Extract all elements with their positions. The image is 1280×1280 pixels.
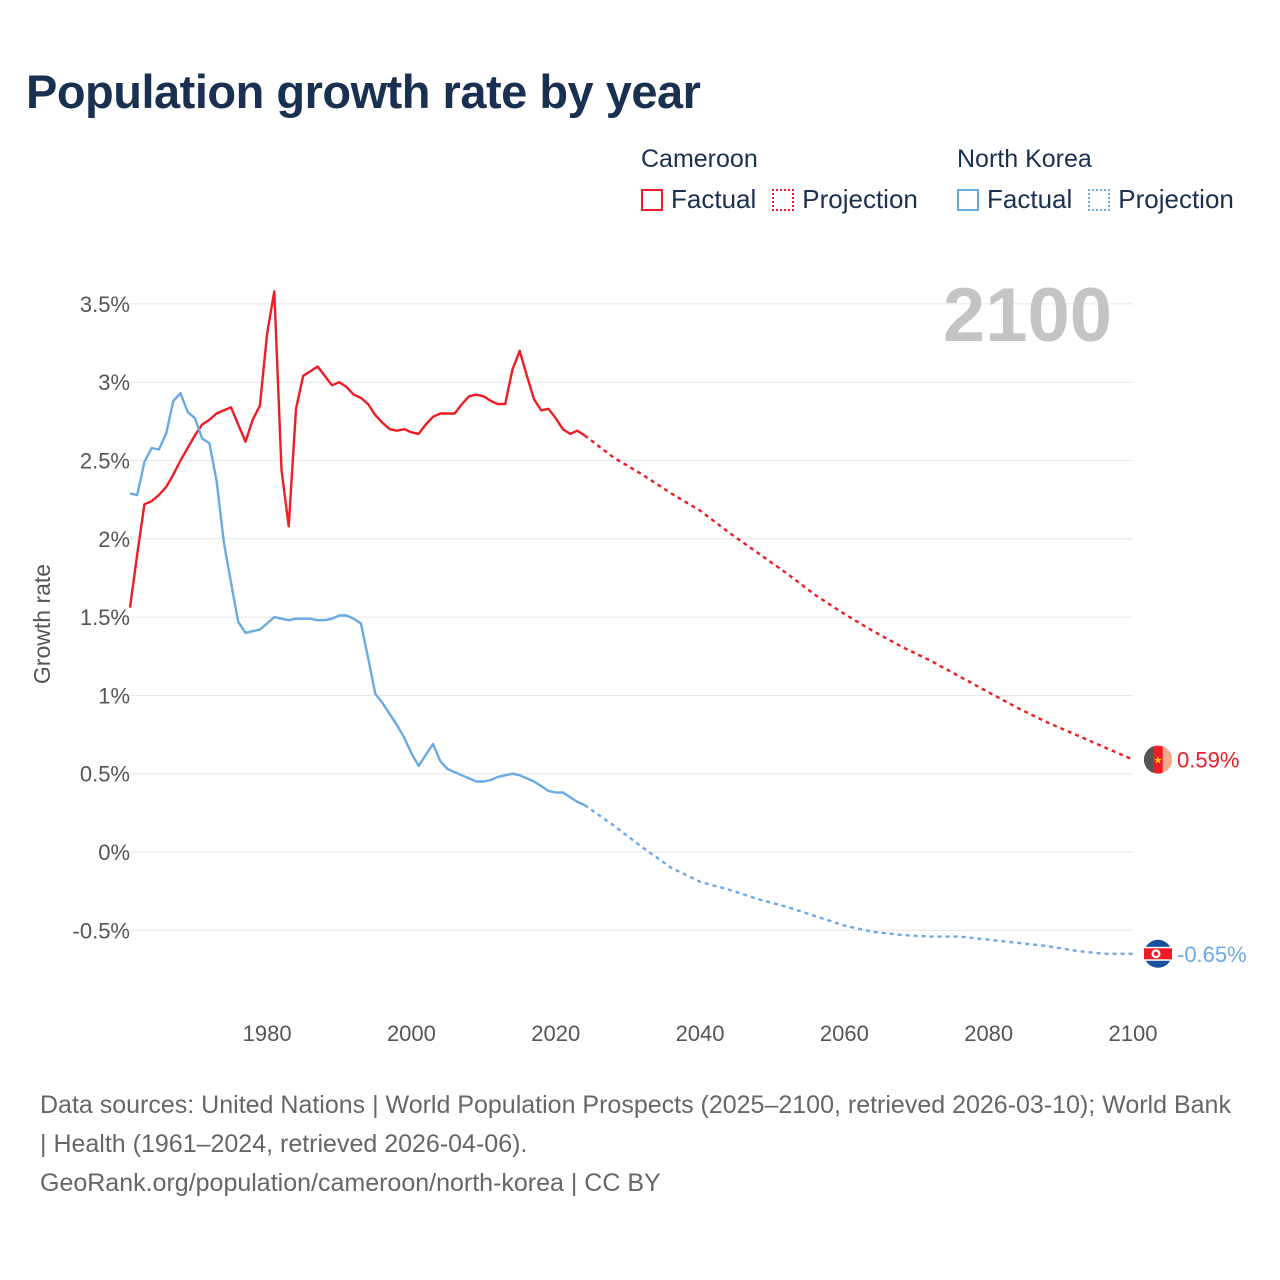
x-tick-label: 1980 — [243, 1021, 292, 1046]
legend-item-factual[interactable]: Factual — [957, 184, 1072, 215]
legend-item-projection[interactable]: Projection — [772, 184, 918, 215]
legend-label: Factual — [987, 184, 1073, 214]
legend-swatch — [957, 188, 979, 211]
projection-line-cameroon — [583, 434, 1134, 761]
factual-line-cameroon — [128, 290, 586, 608]
series-north-korea — [129, 392, 1133, 955]
end-value-label-north-korea: -0.65% — [1177, 942, 1247, 967]
end-value-label-cameroon: 0.59% — [1177, 748, 1239, 773]
y-tick-label: 3% — [98, 370, 130, 395]
legend-swatch — [641, 188, 663, 211]
flag-icon-cameroon: ★ — [1143, 745, 1173, 774]
legend-swatch — [772, 188, 795, 211]
x-tick-label: 2020 — [531, 1021, 580, 1046]
x-tick-label: 2080 — [964, 1021, 1013, 1046]
y-axis-label: Growth rate — [29, 564, 55, 684]
series — [128, 290, 1134, 955]
data-sources-note: Data sources: United Nations | World Pop… — [40, 1091, 1231, 1158]
gridlines — [130, 303, 1133, 931]
flag-stripe — [1143, 746, 1154, 773]
attribution-link[interactable]: GeoRank.org/population/cameroon/north-ko… — [40, 1169, 661, 1197]
projection-line-north-korea — [583, 804, 1133, 955]
y-tick-label: 2.5% — [80, 449, 130, 474]
x-tick-label: 2100 — [1109, 1021, 1158, 1046]
x-tick-label: 2060 — [820, 1021, 869, 1046]
x-axis-ticks: 1980 2000 2020 2040 2060 2080 2100 — [243, 1021, 1158, 1046]
y-tick-label: -0.5% — [73, 918, 130, 943]
y-tick-label: 1% — [98, 683, 130, 708]
series-cameroon — [128, 290, 1134, 761]
legend-swatch — [1088, 188, 1111, 211]
legend-item-projection[interactable]: Projection — [1088, 184, 1234, 215]
series-endpoints: ★ 0.59% -0.65% — [1143, 745, 1247, 968]
line-chart: 2100 -0.5% 0% 0.5% 1% 1.5% 2% 2.5% 3% 3.5% 1980 2… — [29, 273, 1247, 1046]
flag-icon-north-korea — [1144, 939, 1172, 968]
flag-stripe — [1162, 746, 1173, 773]
legend-label: Projection — [1118, 184, 1234, 214]
flag-star — [1153, 951, 1159, 956]
y-tick-label: 0.5% — [80, 762, 130, 787]
y-tick-label: 3.5% — [80, 292, 130, 317]
year-watermark: 2100 — [943, 273, 1112, 358]
y-tick-label: 0% — [98, 840, 130, 865]
legend-item-factual[interactable]: Factual — [641, 184, 756, 215]
chart-title: Population growth rate by year — [26, 65, 701, 118]
y-axis-ticks: -0.5% 0% 0.5% 1% 1.5% 2% 2.5% 3% 3.5% — [73, 292, 130, 943]
y-tick-label: 1.5% — [80, 605, 130, 630]
legend-label: Factual — [671, 184, 757, 214]
legend-label: Projection — [802, 184, 918, 214]
chart-footer: Data sources: United Nations | World Pop… — [40, 1086, 1240, 1203]
x-tick-label: 2040 — [676, 1021, 725, 1046]
x-tick-label: 2000 — [387, 1021, 436, 1046]
legend-group-title: North Korea — [957, 145, 1092, 173]
factual-line-north-korea — [129, 392, 586, 807]
y-tick-label: 2% — [98, 527, 130, 552]
flag-star: ★ — [1154, 756, 1163, 767]
legend-group-title: Cameroon — [641, 145, 758, 173]
legend-group-north-korea: North Korea Factual Projection — [957, 142, 1250, 215]
legend-group-cameroon: Cameroon Factual Projection — [641, 142, 934, 215]
